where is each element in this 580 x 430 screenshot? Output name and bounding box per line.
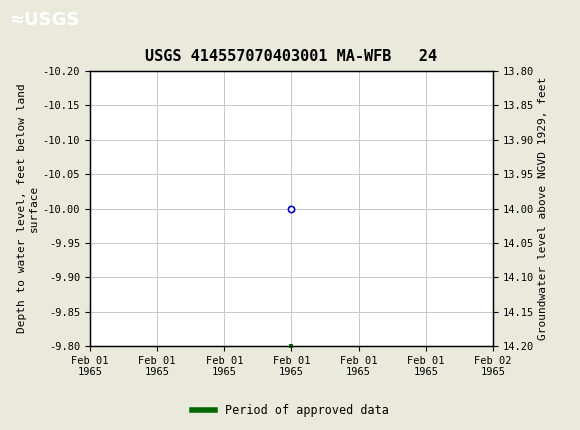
Legend: Period of approved data: Period of approved data <box>187 399 393 422</box>
Text: ≈USGS: ≈USGS <box>9 11 79 29</box>
Y-axis label: Groundwater level above NGVD 1929, feet: Groundwater level above NGVD 1929, feet <box>538 77 548 340</box>
Title: USGS 414557070403001 MA-WFB   24: USGS 414557070403001 MA-WFB 24 <box>146 49 437 64</box>
Y-axis label: Depth to water level, feet below land
surface: Depth to water level, feet below land su… <box>17 84 38 333</box>
